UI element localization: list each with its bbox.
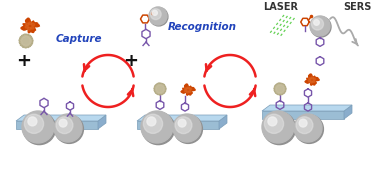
Circle shape xyxy=(141,111,173,143)
Polygon shape xyxy=(16,121,98,129)
Polygon shape xyxy=(19,34,33,48)
Polygon shape xyxy=(137,115,227,121)
Polygon shape xyxy=(26,23,29,26)
Circle shape xyxy=(174,115,202,143)
Polygon shape xyxy=(313,78,316,80)
Polygon shape xyxy=(313,81,315,82)
Circle shape xyxy=(55,115,83,143)
Polygon shape xyxy=(309,78,311,80)
Circle shape xyxy=(150,8,168,26)
Polygon shape xyxy=(308,80,311,82)
Polygon shape xyxy=(154,83,166,95)
Circle shape xyxy=(54,114,82,142)
Circle shape xyxy=(150,9,161,20)
Circle shape xyxy=(310,16,330,36)
Circle shape xyxy=(178,119,186,127)
Circle shape xyxy=(262,111,294,143)
Circle shape xyxy=(59,119,67,127)
Circle shape xyxy=(28,117,37,126)
Circle shape xyxy=(152,10,157,15)
Circle shape xyxy=(295,115,323,143)
Text: +: + xyxy=(17,52,32,70)
Polygon shape xyxy=(137,121,219,129)
Polygon shape xyxy=(16,115,106,121)
Text: Capture: Capture xyxy=(56,34,103,44)
Circle shape xyxy=(311,18,323,30)
Polygon shape xyxy=(20,36,31,46)
Polygon shape xyxy=(155,84,164,94)
Polygon shape xyxy=(344,105,352,119)
Polygon shape xyxy=(188,91,191,92)
Polygon shape xyxy=(311,77,314,79)
Circle shape xyxy=(25,114,44,133)
Circle shape xyxy=(22,111,54,143)
Polygon shape xyxy=(189,88,192,90)
Circle shape xyxy=(299,119,307,127)
Polygon shape xyxy=(21,18,39,33)
Text: +: + xyxy=(124,52,138,70)
Polygon shape xyxy=(31,27,34,29)
Circle shape xyxy=(149,7,167,25)
Circle shape xyxy=(173,114,201,142)
Polygon shape xyxy=(274,83,286,95)
Polygon shape xyxy=(186,91,189,93)
Circle shape xyxy=(314,20,319,25)
Text: SERS: SERS xyxy=(343,2,371,12)
Polygon shape xyxy=(219,115,227,129)
Polygon shape xyxy=(305,74,319,85)
Text: LASER: LASER xyxy=(264,2,299,12)
Polygon shape xyxy=(184,90,187,92)
Circle shape xyxy=(296,117,313,134)
Circle shape xyxy=(311,17,331,37)
Polygon shape xyxy=(185,88,187,90)
Circle shape xyxy=(175,117,192,134)
Circle shape xyxy=(23,112,55,145)
Circle shape xyxy=(143,114,162,133)
Polygon shape xyxy=(275,84,285,94)
Circle shape xyxy=(294,114,322,142)
Polygon shape xyxy=(31,23,35,26)
Polygon shape xyxy=(98,115,106,129)
Polygon shape xyxy=(310,81,313,83)
Polygon shape xyxy=(187,87,190,89)
Polygon shape xyxy=(28,27,31,30)
Text: Recognition: Recognition xyxy=(168,22,237,32)
Circle shape xyxy=(264,114,284,133)
Polygon shape xyxy=(262,105,352,111)
Circle shape xyxy=(56,117,73,134)
Polygon shape xyxy=(181,84,195,95)
Polygon shape xyxy=(262,111,344,119)
Circle shape xyxy=(142,112,175,145)
Polygon shape xyxy=(29,22,32,25)
Circle shape xyxy=(263,112,296,145)
Circle shape xyxy=(147,117,156,126)
Circle shape xyxy=(268,117,277,126)
Polygon shape xyxy=(25,26,29,28)
